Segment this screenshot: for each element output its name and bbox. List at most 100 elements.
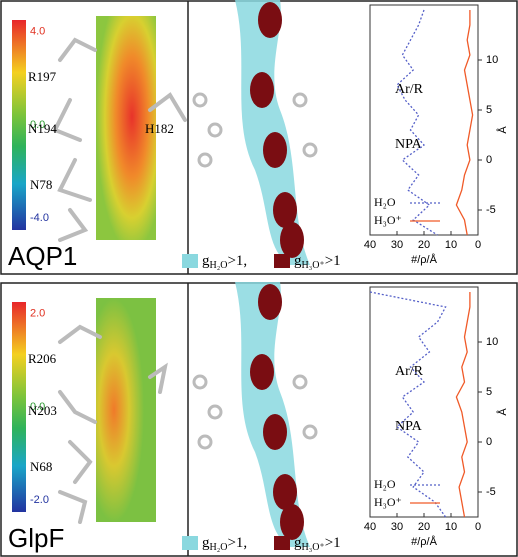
residue [58,390,97,424]
x-axis-label: #/ρ/Å [411,253,437,266]
potential-map [96,298,156,522]
residue [292,92,308,108]
y-tick-label: -5 [486,486,496,498]
y-tick-label: 10 [486,54,498,66]
legend-text-part: g [294,535,302,551]
x-tick-label: 20 [418,239,430,251]
residue [58,208,89,242]
residue [68,440,93,484]
colorbar-tick-label: -4.0 [30,212,49,224]
legend-text-part: >1, [227,535,247,551]
x-tick-label: 30 [391,239,403,251]
hydronium-isosurface [258,284,282,320]
legend-text: gH₃O⁺>1 [294,253,341,271]
residue [197,434,213,450]
legend-text-part: H₂O [210,542,228,553]
legend-swatch [182,536,198,550]
residue [52,98,82,142]
legend-text-part: H₃O⁺ [302,542,325,553]
x-tick-label: 0 [475,239,481,251]
y-tick-label: 5 [486,104,492,116]
x-tick-label: 0 [475,521,481,533]
hydronium-isosurface [258,2,282,38]
profile-line [369,291,447,518]
residue [207,404,223,420]
legend-text-part: >1 [325,535,341,551]
residue-label: H182 [145,121,174,136]
legend-text-part: H₂O [210,260,228,271]
legend-swatch [274,536,290,550]
y-axis-label: Å [496,126,509,134]
x-tick-label: 20 [418,521,430,533]
y-tick-label: 0 [486,154,492,166]
colorbar-tick-label: 4.0 [30,26,45,38]
legend-label: H₃O⁺ [374,495,402,509]
legend-text: gH₂O>1, [202,253,247,271]
x-axis-label: #/ρ/Å [411,535,437,548]
legend-text-part: g [202,535,210,551]
region-label: NPA [395,419,423,434]
residue [197,152,213,168]
y-tick-label: 5 [486,386,492,398]
colorbar-tick-label: -2.0 [30,494,49,506]
residue [207,122,223,138]
hydronium-isosurface [250,354,274,390]
residue [192,374,208,390]
hydronium-isosurface [250,72,274,108]
residue [302,142,318,158]
y-tick-label: 10 [486,336,498,348]
legend-text-part: g [202,253,210,269]
legend-text: gH₃O⁺>1 [294,535,341,553]
legend-label: H₂O [374,195,396,209]
residue [57,158,92,202]
region-label: Ar/R [395,364,424,379]
residue [192,92,208,108]
y-axis-label: Å [496,408,509,416]
legend-text-part: >1 [325,253,341,269]
x-tick-label: 30 [391,521,403,533]
hydronium-isosurface [263,132,287,168]
legend-text-part: H₃O⁺ [302,260,325,271]
potential-map [96,16,156,240]
protein-name: GlpF [8,523,64,553]
colorbar [12,302,26,512]
x-tick-label: 40 [364,521,376,533]
region-label: NPA [395,137,423,152]
residue [58,324,102,344]
y-tick-label: -5 [486,204,496,216]
legend-text-part: >1, [227,253,247,269]
residue [302,424,318,440]
residue [148,92,187,122]
hydronium-isosurface [263,414,287,450]
profile-line [455,292,471,518]
x-tick-label: 10 [445,521,457,533]
y-tick-label: 0 [486,436,492,448]
hydronium-isosurface [280,222,304,258]
legend-label: H₃O⁺ [374,213,402,227]
x-tick-label: 40 [364,239,376,251]
residue [148,362,168,394]
colorbar-tick-label: 2.0 [30,308,45,320]
residue-label: R206 [28,351,57,366]
hydronium-isosurface [273,192,297,228]
residue-label: N68 [30,459,52,474]
residue [292,374,308,390]
legend-label: H₂O [374,477,396,491]
residue-label: R197 [28,69,57,84]
profile-line [396,9,438,236]
x-tick-label: 10 [445,239,457,251]
residue [58,490,88,524]
legend-text-part: g [294,253,302,269]
legend-text: gH₂O>1, [202,535,247,553]
protein-name: AQP1 [8,241,77,271]
residue-label: N194 [28,121,57,136]
residue-label: N78 [30,177,52,192]
legend-swatch [274,254,290,268]
region-label: Ar/R [395,82,424,97]
residue [58,37,97,62]
legend-swatch [182,254,198,268]
hydronium-isosurface [273,474,297,510]
